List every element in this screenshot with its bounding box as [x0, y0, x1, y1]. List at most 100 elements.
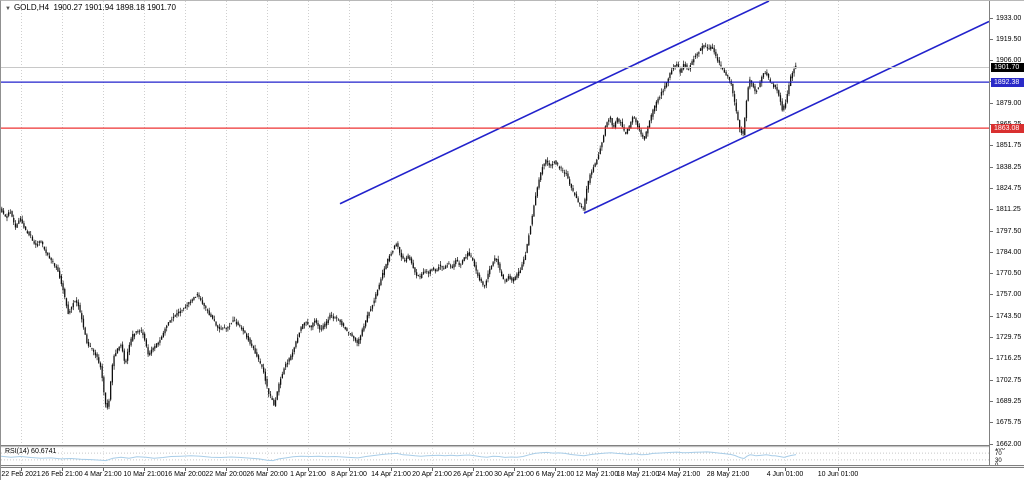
time-tick-mark [185, 468, 186, 471]
price-axis[interactable]: 1933.001919.501906.001892.501879.001865.… [989, 1, 1024, 448]
price-tick-label: 1824.75 [996, 184, 1022, 192]
price-tick-label: 1919.50 [996, 36, 1022, 43]
price-tick-label: 1906.00 [996, 57, 1022, 65]
time-tick-label: 14 Apr 21:00 [371, 471, 411, 478]
price-tick-mark [990, 187, 993, 189]
ohlc-open: 1900.27 [53, 3, 83, 12]
ohlc-low: 1898.18 [115, 3, 145, 12]
price-tick-mark [990, 60, 993, 62]
time-tick-mark [679, 468, 680, 471]
price-tick-mark [990, 39, 993, 40]
price-tick-mark [990, 102, 993, 104]
rsi-pane[interactable]: RSI(14) 60.6741 [1, 448, 989, 465]
time-tick-label: 28 May 21:00 [706, 471, 750, 478]
time-tick-mark [432, 468, 433, 471]
time-tick-label: 4 Jun 01:00 [766, 471, 804, 478]
time-tick-mark [267, 468, 268, 471]
time-tick-mark [473, 468, 474, 471]
chart-canvas[interactable]: ▼ GOLD,H4 1900.27 1901.94 1898.18 1901.70 [1, 1, 989, 445]
price-tick-mark [990, 230, 993, 232]
time-tick-label: 22 Feb 2021 [1, 471, 41, 478]
price-chart-svg[interactable] [1, 1, 989, 448]
time-tick-mark [226, 468, 227, 471]
time-tick-label: 22 Mar 20:00 [205, 471, 247, 478]
price-tick-mark [990, 358, 993, 360]
time-tick-mark [391, 468, 392, 471]
ohlc-close: 1901.70 [147, 3, 176, 12]
time-tick-label: 10 Jun 01:00 [817, 471, 859, 478]
time-tick-mark [349, 468, 350, 471]
price-tick-mark [990, 400, 993, 402]
symbol-period-label: GOLD,H4 [13, 3, 50, 12]
time-tick-mark [62, 468, 63, 471]
rsi-indicator-svg [1, 448, 989, 465]
price-tick-mark [990, 209, 993, 211]
price-tick-label: 1851.75 [996, 142, 1022, 150]
time-tick-mark [555, 468, 556, 471]
rsi-indicator-label: RSI(14) 60.6741 [5, 448, 57, 455]
price-tick-mark [990, 315, 993, 317]
rsi-line [1, 451, 797, 462]
price-tick-label: 1743.50 [996, 312, 1022, 320]
time-tick-mark [838, 468, 839, 471]
price-tick-mark [990, 166, 993, 168]
time-tick-label: 26 Mar 20:00 [246, 471, 288, 478]
price-tick-label: 1689.25 [996, 397, 1022, 405]
time-tick-mark [638, 468, 639, 471]
time-tick-label: 1 Apr 21:00 [290, 471, 326, 478]
price-tick-mark [990, 17, 993, 19]
price-tick-label: 1675.75 [996, 419, 1022, 427]
price-tick-mark [990, 251, 993, 253]
price-tick-label: 1662.00 [996, 440, 1022, 448]
time-tick-label: 16 Mar 20:00 [164, 471, 206, 478]
time-tick-mark [21, 468, 22, 471]
time-tick-label: 10 Mar 21:00 [123, 471, 165, 478]
red-level-box: 1863.08 [991, 123, 1024, 133]
lower-channel-trendline[interactable] [583, 20, 989, 214]
time-tick-mark [144, 468, 145, 471]
rsi-scale-label: 100 [995, 446, 1006, 452]
time-tick-label: 4 Mar 21:00 [84, 471, 122, 478]
price-tick-label: 1729.75 [996, 334, 1022, 342]
rsi-scale-label: 70 [995, 451, 1002, 458]
price-tick-mark [990, 294, 993, 296]
price-tick-label: 1716.25 [996, 355, 1022, 363]
time-tick-label: 26 Feb 21:00 [41, 471, 83, 478]
time-tick-mark [785, 468, 786, 471]
time-tick-label: 30 Apr 21:00 [494, 471, 534, 478]
candle-bodies [1, 45, 797, 408]
price-tick-label: 1757.00 [996, 291, 1022, 299]
time-tick-label: 24 May 21:00 [657, 471, 701, 478]
time-axis[interactable]: 22 Feb 2021 26 Feb 21:00 4 Mar 21:00 10 Mar… [1, 467, 1024, 480]
price-tick-mark [990, 145, 993, 147]
pane-separator-bottom[interactable] [1, 465, 1024, 467]
current-price-box: 1901.70 [991, 62, 1024, 72]
price-tick-label: 1702.75 [996, 376, 1022, 384]
pane-separator[interactable] [1, 445, 1024, 448]
price-tick-mark [990, 273, 993, 275]
ohlc-high: 1901.94 [84, 3, 114, 12]
time-tick-mark [103, 468, 104, 471]
symbol-marker-icon: ▼ [5, 6, 11, 12]
time-tick-mark [514, 468, 515, 471]
price-tick-label: 1811.25 [996, 206, 1021, 214]
upper-channel-trendline[interactable] [339, 1, 770, 205]
price-tick-label: 1838.25 [996, 163, 1022, 171]
price-tick-label: 1933.00 [996, 14, 1022, 22]
time-tick-label: 8 Apr 21:00 [331, 471, 367, 478]
time-tick-label: 6 May 21:00 [535, 471, 575, 478]
time-tick-label: 12 May 21:00 [575, 471, 619, 478]
time-tick-label: 18 May 21:00 [616, 471, 660, 478]
price-tick-label: 1797.50 [996, 227, 1022, 235]
price-tick-label: 1879.00 [996, 99, 1022, 107]
price-tick-mark [990, 443, 993, 445]
time-tick-label: 26 Apr 21:00 [453, 471, 493, 478]
price-tick-mark [990, 422, 993, 424]
chart-title: ▼ GOLD,H4 1900.27 1901.94 1898.18 1901.70 [5, 3, 176, 12]
rsi-scale-label: 30 [995, 457, 1002, 464]
time-tick-mark [308, 468, 309, 471]
rsi-scale-axis: 10070300 [989, 446, 1024, 469]
price-tick-mark [990, 379, 993, 381]
price-tick-label: 1784.00 [996, 248, 1022, 256]
